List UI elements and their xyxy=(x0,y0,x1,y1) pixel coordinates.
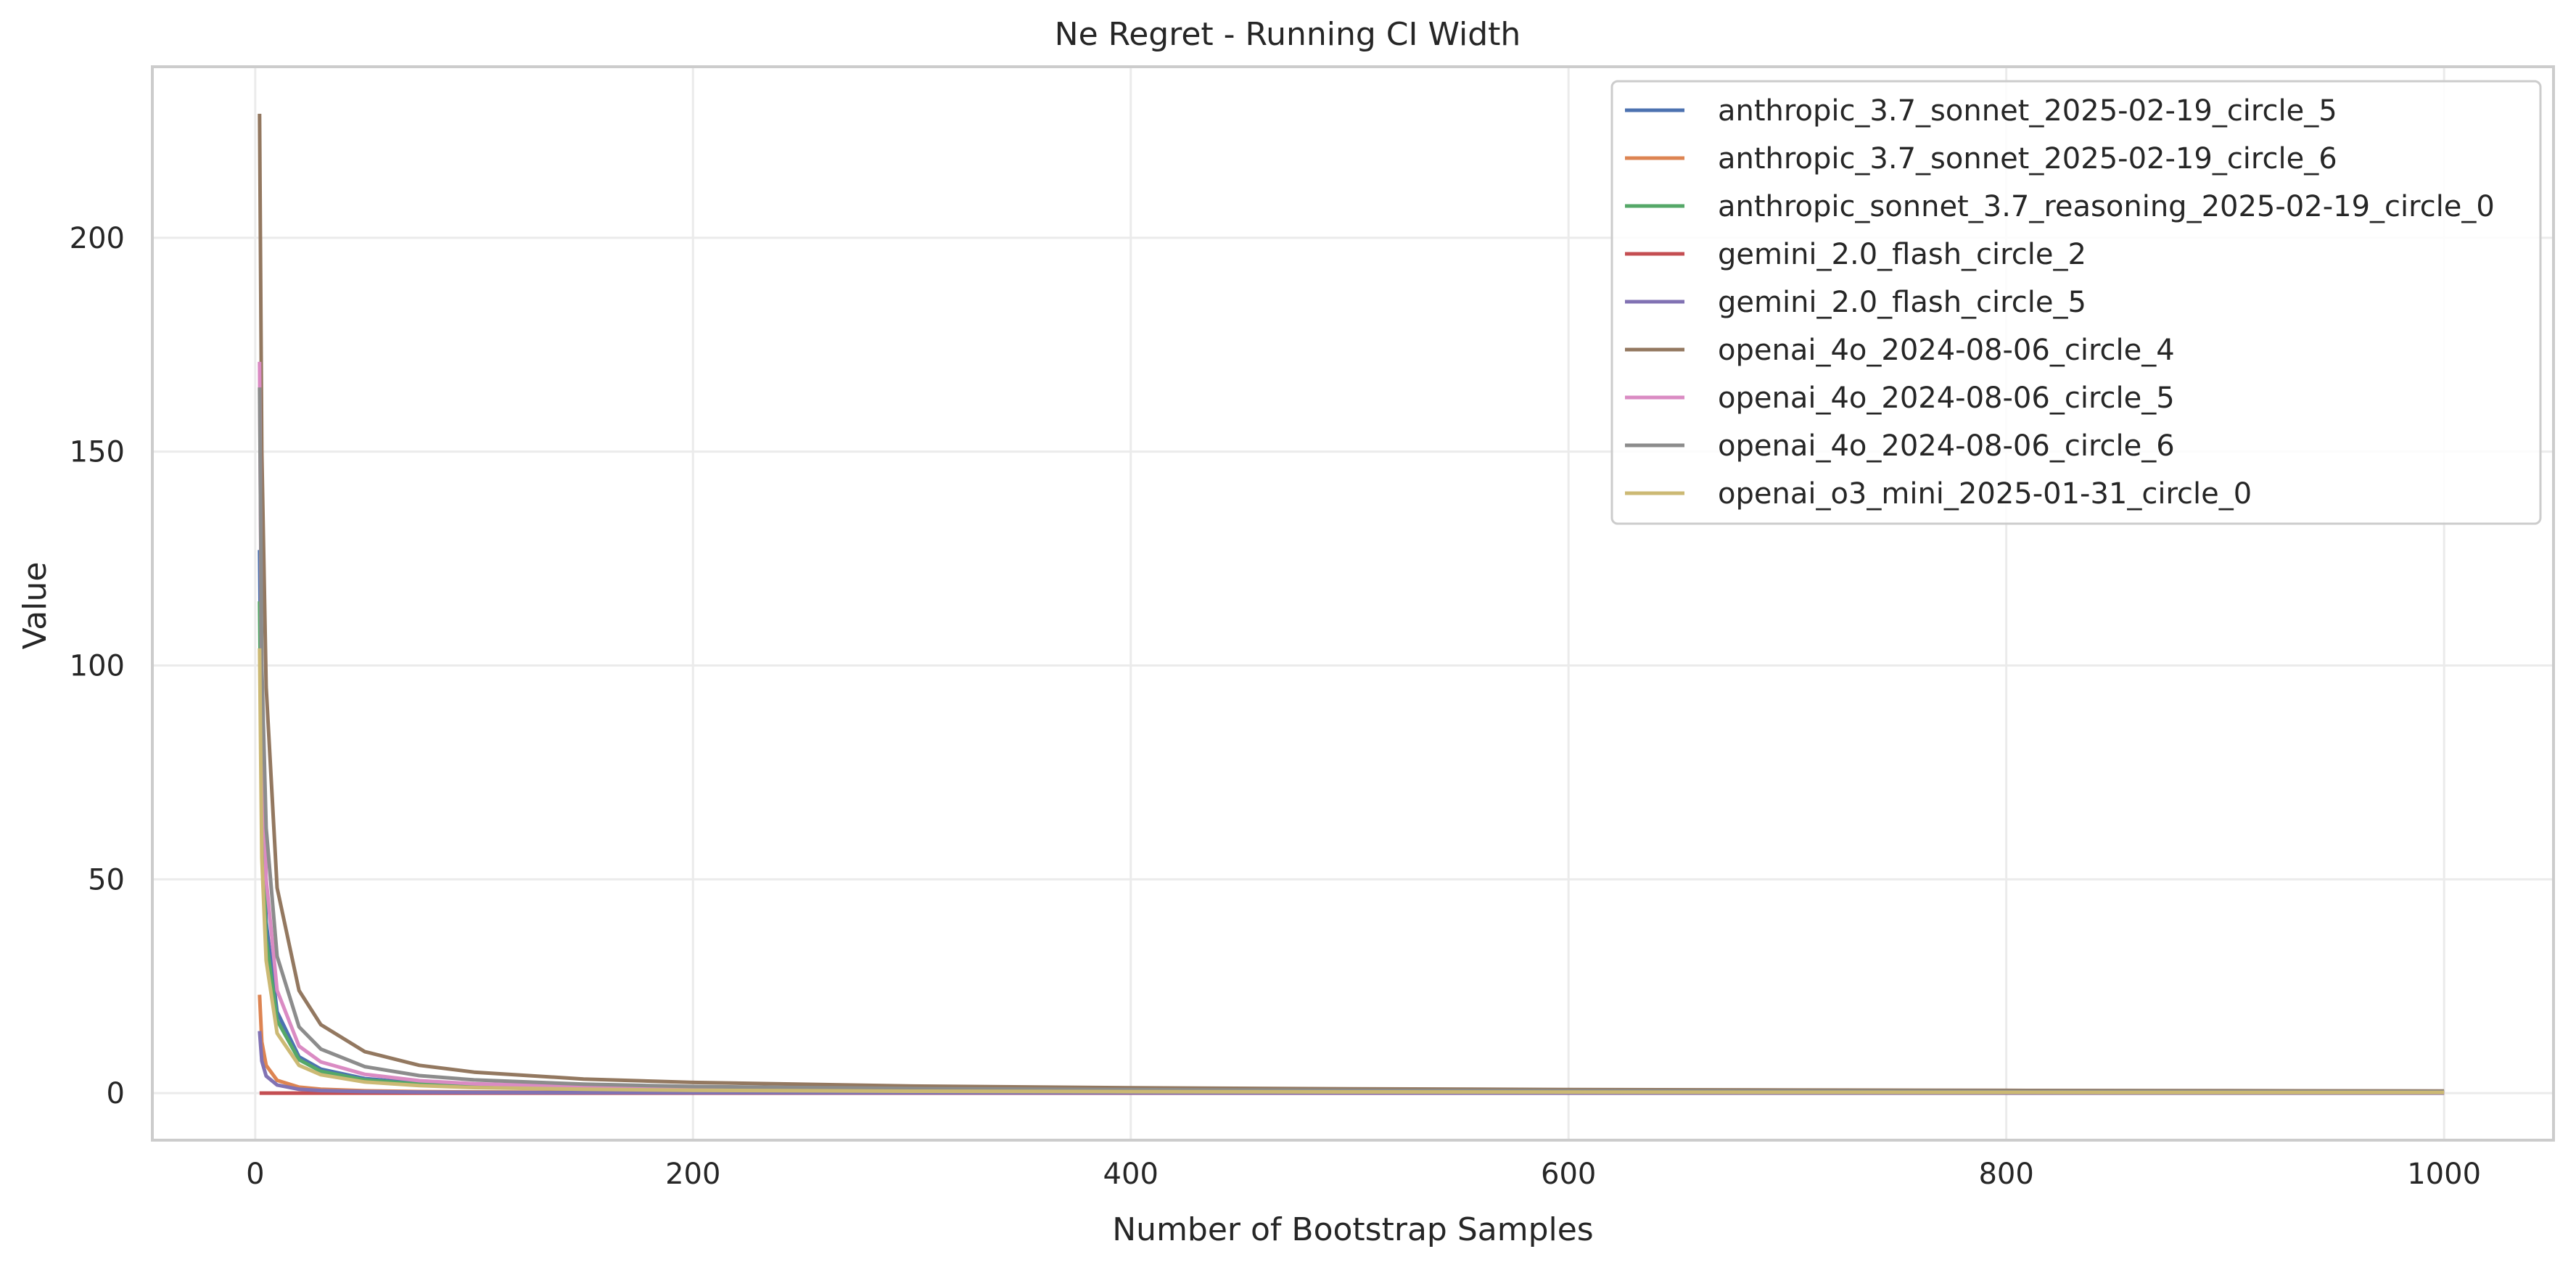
x-tick-label: 600 xyxy=(1541,1158,1596,1191)
y-tick-label: 50 xyxy=(88,863,125,896)
legend-entry: anthropic_3.7_sonnet_2025-02-19_circle_6 xyxy=(1718,142,2337,176)
y-tick-label: 100 xyxy=(70,649,125,683)
legend-entry: openai_4o_2024-08-06_circle_5 xyxy=(1718,382,2175,415)
x-tick-label: 0 xyxy=(246,1158,264,1191)
chart-title: Ne Regret - Running CI Width xyxy=(1055,16,1521,53)
x-tick-label: 200 xyxy=(665,1158,720,1191)
plot-frame xyxy=(151,65,2555,1142)
legend-entry: openai_4o_2024-08-06_circle_4 xyxy=(1718,334,2175,367)
legend-entry: anthropic_sonnet_3.7_reasoning_2025-02-1… xyxy=(1718,190,2495,223)
legend-entry: gemini_2.0_flash_circle_2 xyxy=(1718,238,2086,271)
y-axis-ticks: 0 50 100 150 200 xyxy=(70,222,125,1110)
legend-box xyxy=(1610,80,2542,525)
x-tick-label: 400 xyxy=(1103,1158,1159,1191)
legend-entry: gemini_2.0_flash_circle_5 xyxy=(1718,286,2086,319)
series-line-8 xyxy=(258,648,2445,1094)
y-tick-label: 150 xyxy=(70,436,125,469)
series-lines xyxy=(258,113,2445,1095)
y-tick-label: 0 xyxy=(107,1077,125,1110)
x-tick-label: 1000 xyxy=(2407,1158,2481,1191)
x-tick-label: 800 xyxy=(1978,1158,2033,1191)
legend: anthropic_3.7_sonnet_2025-02-19_circle_5… xyxy=(1610,80,2542,525)
y-axis-label: Value xyxy=(17,562,54,650)
x-axis-ticks: 0 200 400 600 800 1000 xyxy=(246,1158,2481,1191)
legend-entry: openai_o3_mini_2025-01-31_circle_0 xyxy=(1718,477,2252,511)
x-axis-label: Number of Bootstrap Samples xyxy=(1112,1211,1593,1248)
y-tick-label: 200 xyxy=(70,222,125,255)
legend-entry: openai_4o_2024-08-06_circle_6 xyxy=(1718,429,2175,463)
legend-entry: anthropic_3.7_sonnet_2025-02-19_circle_5 xyxy=(1718,94,2337,128)
